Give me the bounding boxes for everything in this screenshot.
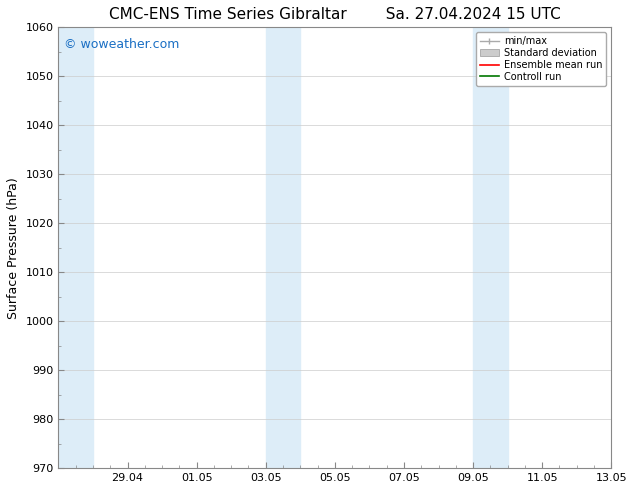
Title: CMC-ENS Time Series Gibraltar        Sa. 27.04.2024 15 UTC: CMC-ENS Time Series Gibraltar Sa. 27.04.… — [109, 7, 560, 22]
Bar — [58, 27, 93, 468]
Bar — [266, 27, 301, 468]
Bar — [473, 27, 508, 468]
Legend: min/max, Standard deviation, Ensemble mean run, Controll run: min/max, Standard deviation, Ensemble me… — [476, 32, 606, 86]
Y-axis label: Surface Pressure (hPa): Surface Pressure (hPa) — [7, 177, 20, 318]
Text: © woweather.com: © woweather.com — [64, 38, 179, 51]
